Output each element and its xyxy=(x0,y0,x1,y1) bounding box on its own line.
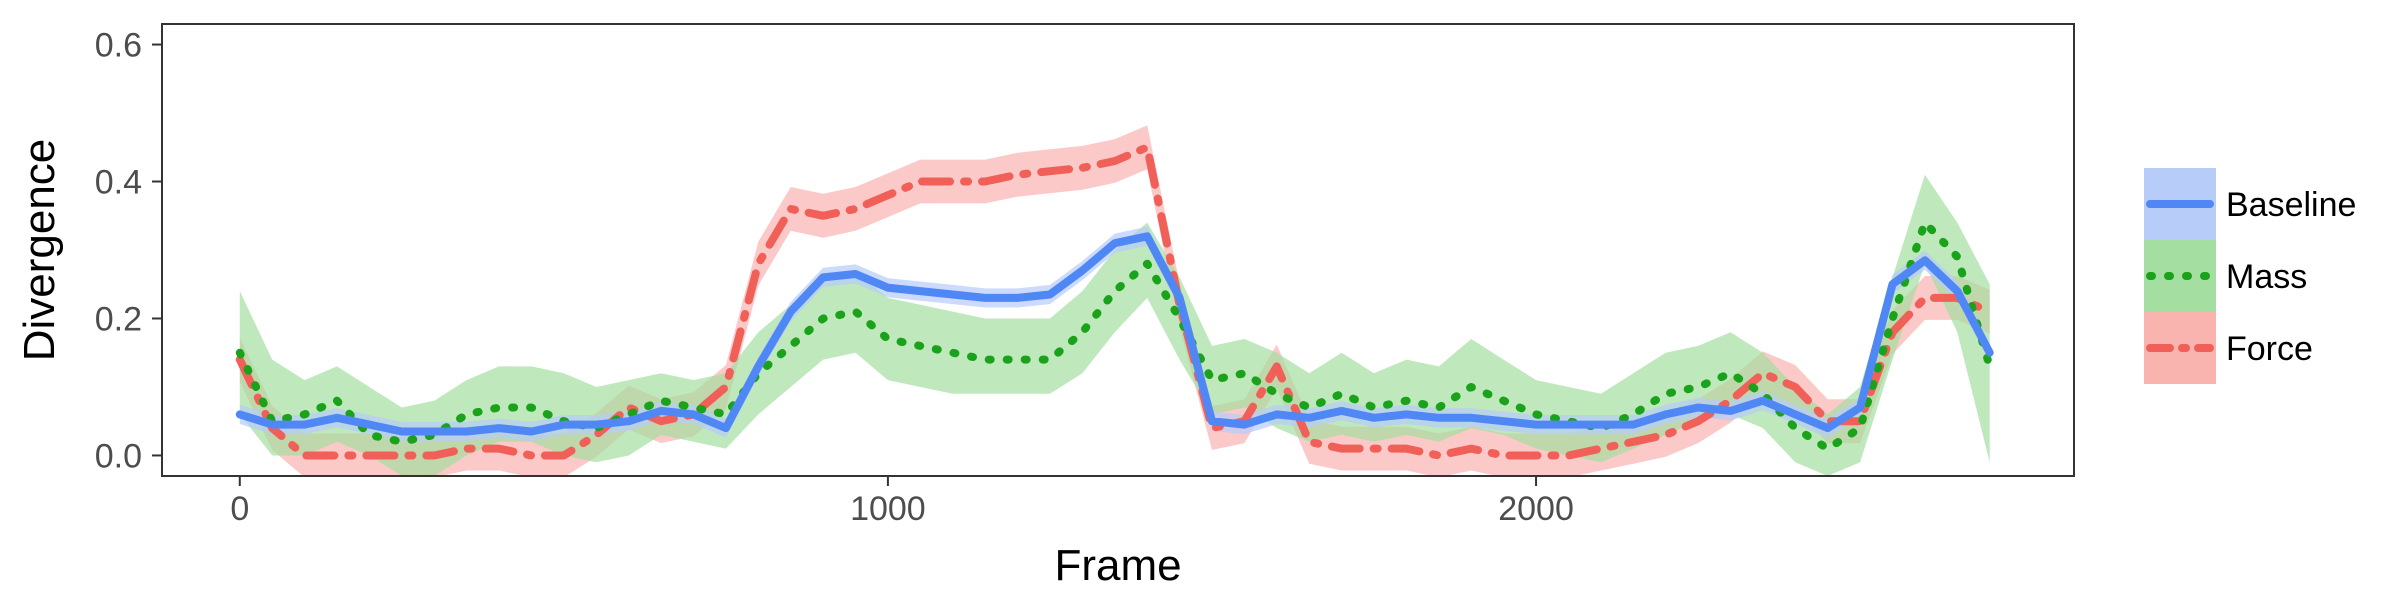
x-tick-label: 2000 xyxy=(1498,490,1574,528)
x-tick-label: 0 xyxy=(230,490,249,528)
legend-label-force: Force xyxy=(2226,330,2313,368)
line-baseline xyxy=(235,232,1994,436)
y-tick-label: 0.2 xyxy=(95,300,142,338)
legend-item-force: Force xyxy=(2144,312,2313,384)
legend-label-baseline: Baseline xyxy=(2226,186,2356,224)
band-mass xyxy=(239,174,1990,476)
y-tick-label: 0.6 xyxy=(95,27,142,65)
legend-label-mass: Mass xyxy=(2226,258,2307,296)
line-force xyxy=(235,143,1994,460)
legend-item-baseline: Baseline xyxy=(2144,168,2356,240)
y-axis-title: Divergence xyxy=(15,139,64,362)
legend: Baseline Mass Force xyxy=(2144,168,2356,384)
line-mass xyxy=(235,218,1994,453)
series-lines xyxy=(235,143,1994,460)
plot-panel-border xyxy=(161,23,2075,477)
x-axis-title: Frame xyxy=(1054,541,1181,590)
y-tick-label: 0.4 xyxy=(95,164,142,202)
x-axis: 0 1000 2000 xyxy=(230,476,1574,528)
y-tick-label: 0.0 xyxy=(95,437,142,475)
y-axis: 0.0 0.2 0.4 0.6 xyxy=(95,27,162,475)
x-tick-label: 1000 xyxy=(850,490,926,528)
legend-item-mass: Mass xyxy=(2144,240,2307,312)
